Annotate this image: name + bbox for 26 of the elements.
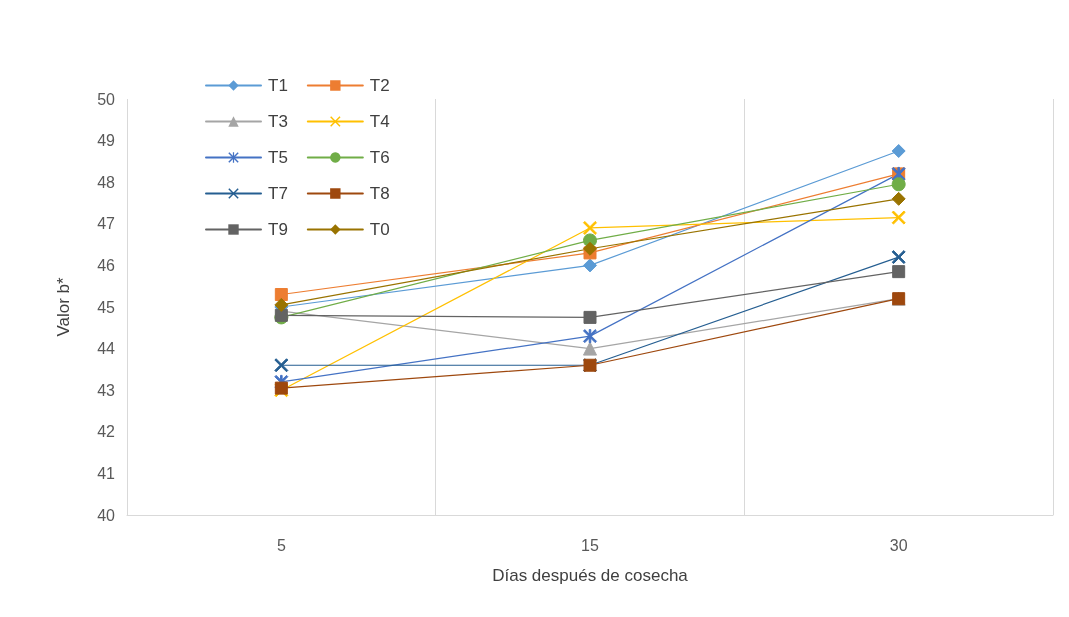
- y-tick-label: 48: [97, 173, 116, 191]
- legend-label: T6: [369, 148, 390, 167]
- legend-label: T4: [369, 112, 390, 131]
- y-tick-label: 41: [97, 464, 116, 482]
- legend-label: T1: [268, 76, 288, 95]
- y-tick-label: 40: [97, 506, 116, 524]
- legend-label: T0: [369, 220, 390, 239]
- x-tick-label: 30: [889, 536, 908, 554]
- legend-label: T7: [268, 184, 288, 203]
- x-tick-label: 5: [276, 536, 286, 554]
- legend-label: T8: [369, 184, 390, 203]
- legend-label: T9: [268, 220, 288, 239]
- legend-label: T5: [268, 148, 288, 167]
- legend-label: T3: [268, 112, 288, 131]
- x-axis-title: Días después de cosecha: [492, 566, 689, 585]
- y-tick-label: 47: [97, 215, 116, 233]
- x-tick-label: 15: [581, 536, 599, 554]
- y-tick-label: 45: [97, 298, 116, 316]
- y-tick-label: 49: [97, 132, 116, 150]
- legend-label: T2: [369, 76, 390, 95]
- y-tick-label: 44: [97, 340, 116, 358]
- y-tick-label: 42: [97, 423, 116, 441]
- y-tick-label: 50: [97, 90, 116, 108]
- y-tick-label: 43: [97, 381, 116, 399]
- y-tick-label: 46: [97, 256, 116, 274]
- y-axis-title: Valor b*: [54, 277, 73, 337]
